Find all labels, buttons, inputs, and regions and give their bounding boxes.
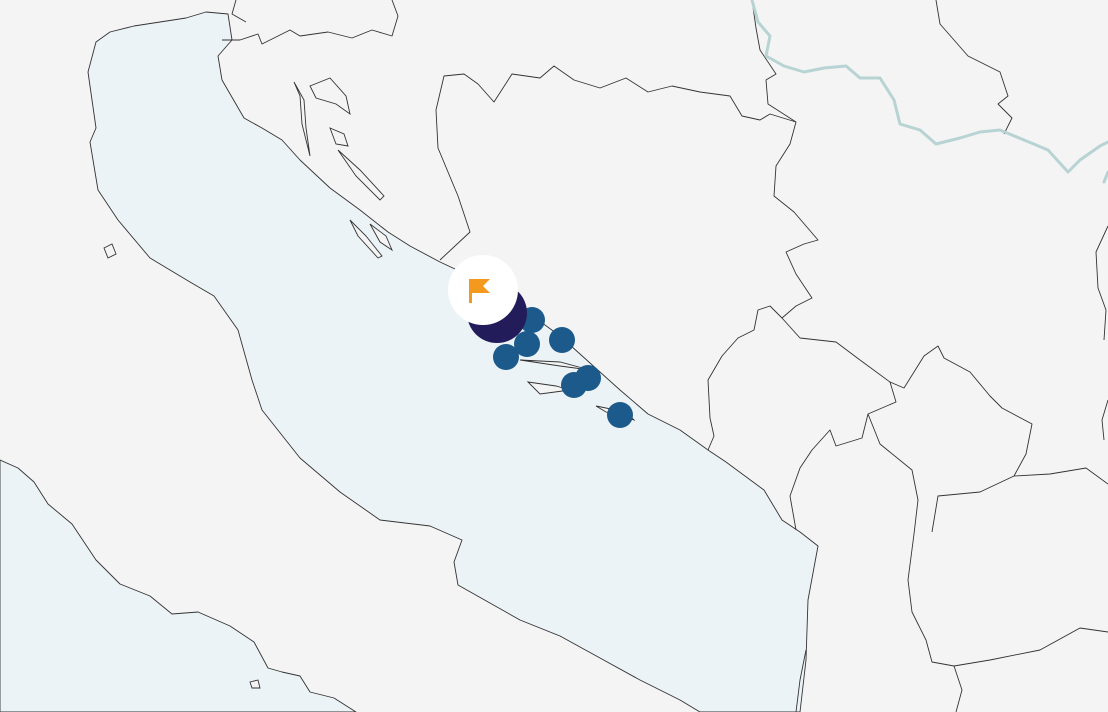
island	[309, 77, 351, 116]
location-marker[interactable]	[549, 327, 575, 353]
island	[249, 679, 261, 689]
border	[435, 65, 819, 451]
border	[781, 317, 897, 531]
location-marker[interactable]	[493, 344, 519, 370]
river	[1102, 170, 1108, 184]
flag-icon	[469, 279, 490, 303]
location-marker[interactable]	[607, 402, 633, 428]
border	[795, 649, 807, 712]
border	[751, 0, 797, 123]
island	[293, 81, 311, 157]
border	[1013, 467, 1108, 485]
border	[222, 0, 399, 45]
island	[329, 127, 349, 147]
border	[1101, 399, 1108, 441]
border	[1095, 225, 1108, 341]
border	[889, 345, 1033, 533]
river	[750, 0, 1108, 174]
tyrrhenian-sea	[0, 459, 357, 712]
border	[867, 413, 963, 712]
border	[231, 0, 247, 23]
location-marker[interactable]	[514, 331, 540, 357]
border	[953, 627, 1108, 667]
adriatic-sea	[87, 11, 819, 712]
island	[369, 223, 394, 252]
island	[349, 219, 383, 259]
location-marker[interactable]	[561, 372, 587, 398]
border	[935, 0, 1013, 135]
island	[103, 243, 117, 259]
island	[337, 149, 385, 201]
